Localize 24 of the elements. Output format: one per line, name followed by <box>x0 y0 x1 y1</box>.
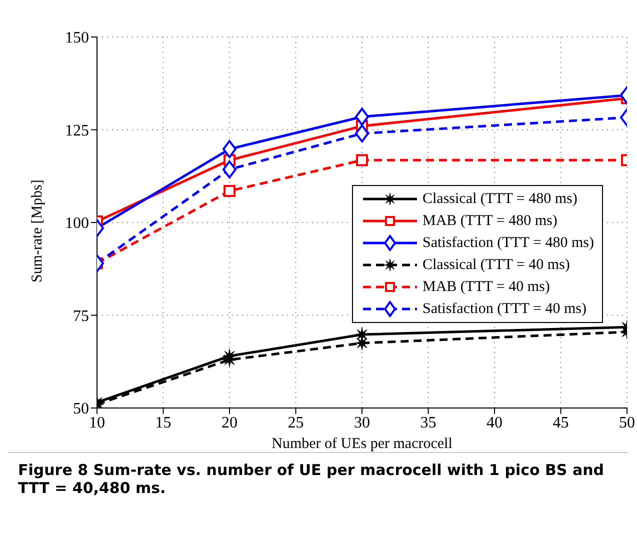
point <box>356 154 368 166</box>
y-tick-label: 100 <box>65 215 89 232</box>
y-tick-label: 50 <box>73 400 89 418</box>
y-tick-label: 150 <box>65 30 89 47</box>
legend-label: MAB (TTT = 480 ms) <box>422 212 558 230</box>
x-tick-label: 35 <box>420 414 436 432</box>
y-tick-label: 75 <box>73 308 89 325</box>
legend-label: MAB (TTT = 40 ms) <box>422 278 550 296</box>
legend-label: Satisfaction (TTT = 480 ms) <box>422 234 594 252</box>
y-tick-label: 125 <box>65 122 89 140</box>
x-tick-label: 15 <box>155 414 172 432</box>
x-tick-label: 45 <box>552 414 569 432</box>
x-tick-label: 20 <box>222 414 238 432</box>
x-tick-label: 40 <box>486 414 502 432</box>
x-tick-label: 50 <box>619 414 635 432</box>
x-tick-label: 25 <box>288 414 304 432</box>
x-tick-label: 30 <box>354 414 370 432</box>
legend-label: Classical (TTT = 40 ms) <box>422 256 570 274</box>
x-tick-label: 10 <box>89 414 105 432</box>
legend-label: Satisfaction (TTT = 40 ms) <box>422 300 586 318</box>
legend-label: Classical (TTT = 480 ms) <box>422 190 578 208</box>
y-axis-title: Sum-rate [Mpbs] <box>29 180 46 282</box>
caption: Figure 8 Sum-rate vs. number of UE per macrocell with 1 pico BS and TTT = 40,480 ms. <box>8 452 628 505</box>
x-axis-title: Number of UEs per macrocell <box>272 436 452 452</box>
